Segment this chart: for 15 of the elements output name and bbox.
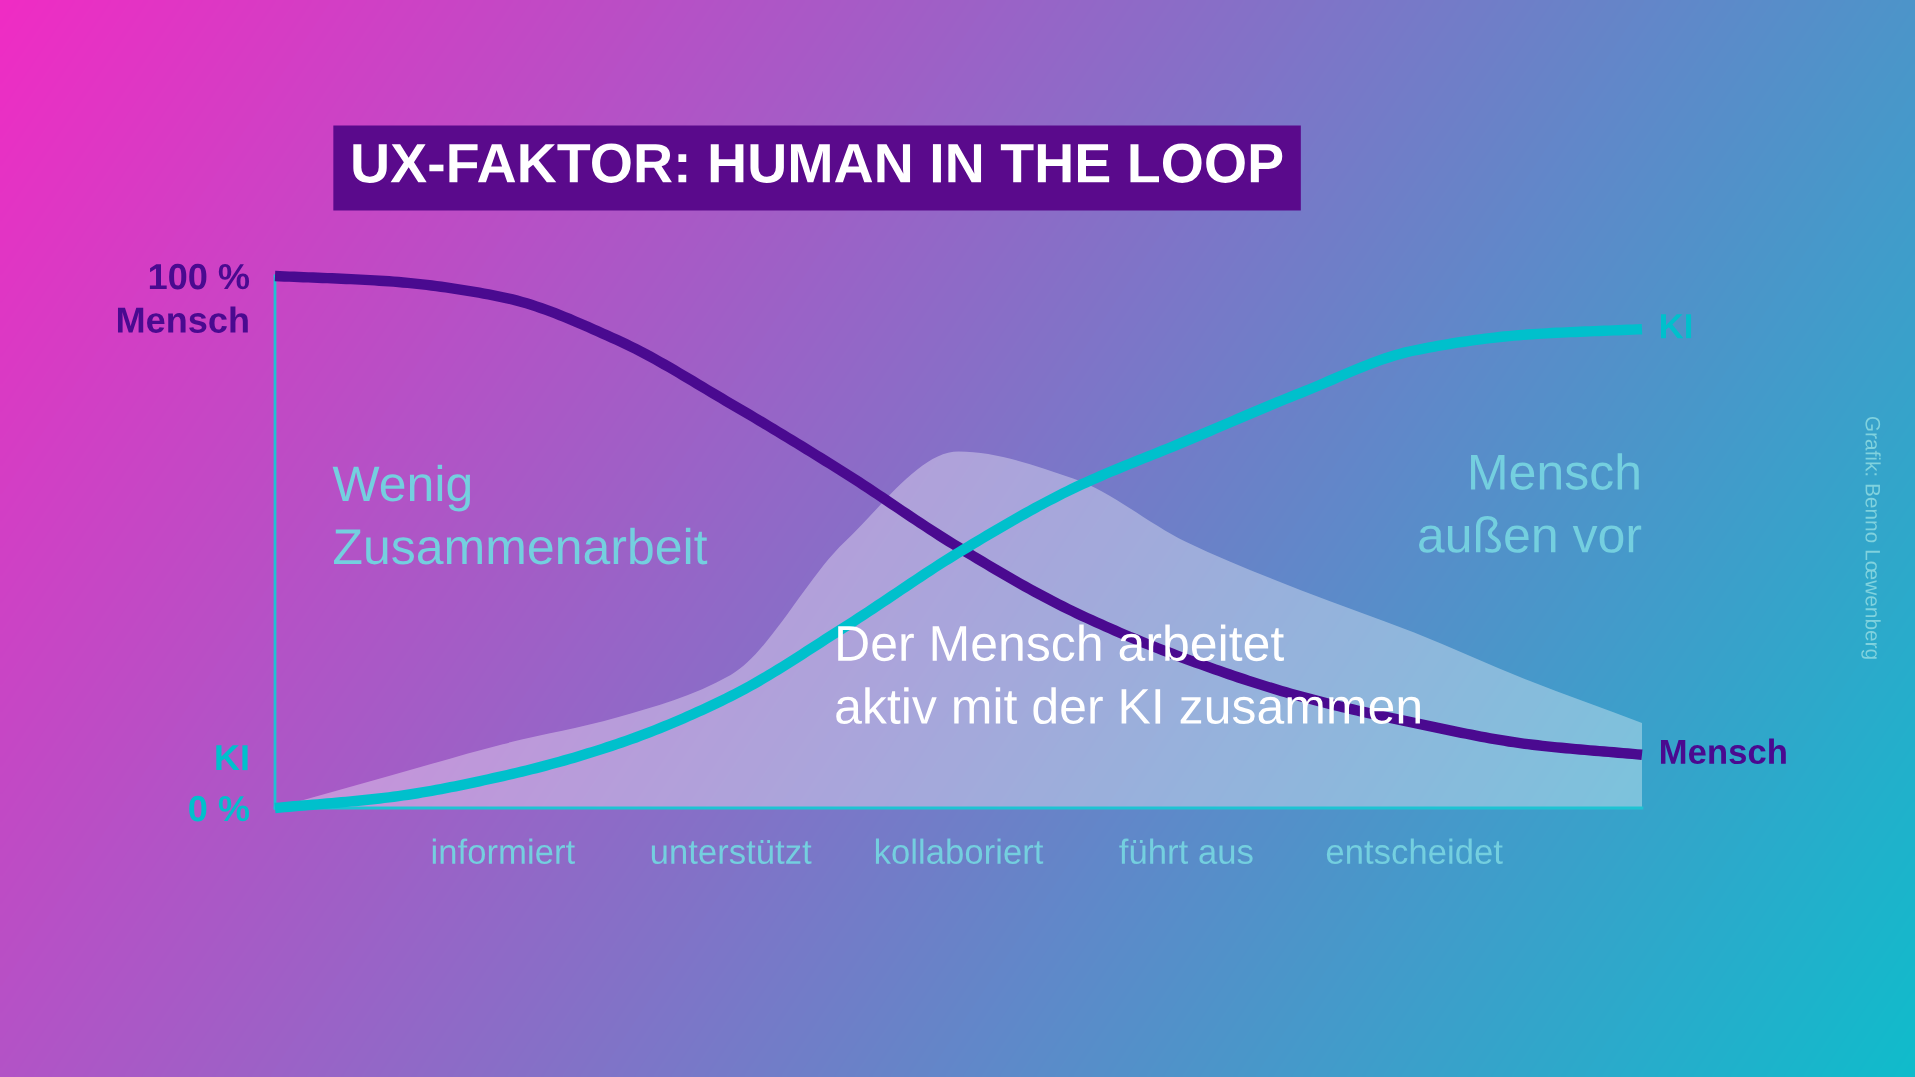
x-tick-label: kollaboriert bbox=[875, 838, 1044, 865]
y-tick-label: 100 % bbox=[149, 263, 250, 290]
text: Grafik: Benno Lœwenberg bbox=[1861, 416, 1881, 659]
annotation: Mensch außen vor bbox=[1419, 453, 1642, 553]
text: KI bbox=[216, 745, 248, 771]
series-label: Mensch bbox=[1660, 738, 1786, 765]
x-tick-label: unterstützt bbox=[651, 839, 812, 865]
text: Mensch bbox=[117, 306, 248, 333]
chart-title: UX-FAKTOR: HUMAN IN THE LOOP bbox=[353, 143, 1283, 183]
x-tick-label: führt aus bbox=[1119, 838, 1253, 865]
annotation: Wenig Zusammenarbeit bbox=[332, 464, 708, 565]
x-tick-label: entscheidet bbox=[1326, 838, 1503, 865]
x-tick-label: informiert bbox=[432, 838, 575, 865]
y-tick-label: 0 % bbox=[189, 795, 250, 822]
series-label: KI bbox=[1660, 314, 1692, 339]
